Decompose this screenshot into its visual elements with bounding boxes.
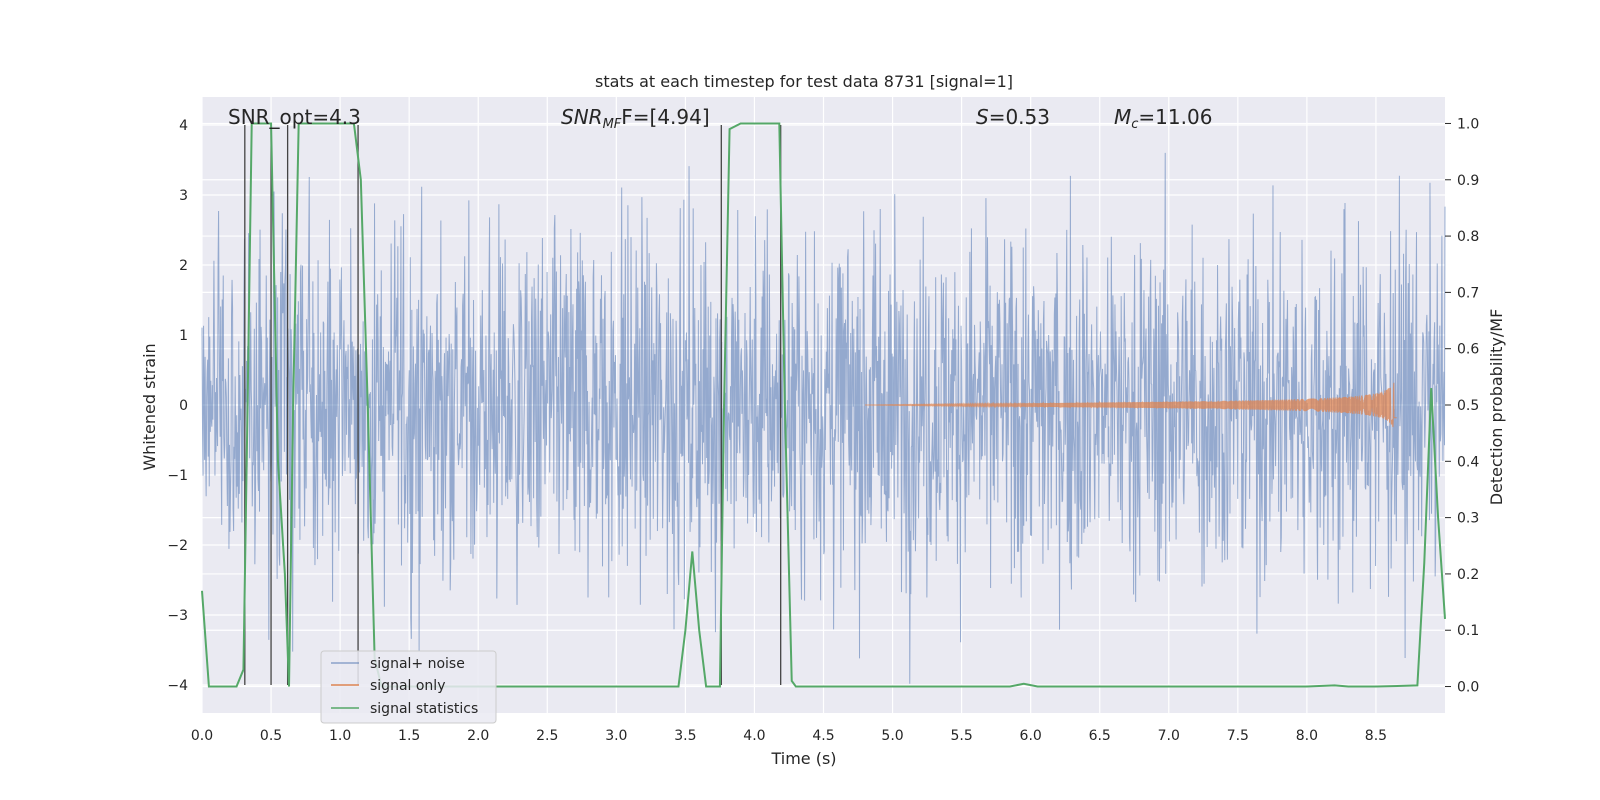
y-tick-label-6: 2 (179, 258, 188, 274)
x-tick-label-4: 2.0 (467, 728, 489, 744)
x-tick-label-8: 4.0 (743, 728, 765, 744)
y2-tick-label-6: 0.6 (1457, 342, 1479, 358)
s-annotation: S=0.53 (976, 105, 1050, 129)
y2-tick-label-9: 0.9 (1457, 173, 1479, 189)
y2-tick-label-7: 0.7 (1457, 285, 1479, 301)
signal-noise-series (201, 152, 1446, 684)
y2-axis-label: Detection probability/MF (1487, 309, 1506, 506)
snr-mf-base: SNR (561, 105, 603, 129)
y-axis-label: Whitened strain (140, 343, 159, 470)
s-base: S (976, 105, 989, 129)
legend-label-stats: signal statistics (370, 701, 478, 717)
x-tick-label-17: 8.5 (1365, 728, 1387, 744)
mc-rest: =11.06 (1138, 105, 1212, 129)
mc-base: M (1114, 105, 1131, 129)
y2-tick-label-3: 0.3 (1457, 511, 1479, 527)
y-tick-label-0: −4 (167, 678, 188, 694)
legend: signal+ noise signal only signal statist… (320, 650, 497, 724)
signal-only-line (864, 382, 1397, 428)
x-tick-label-1: 0.5 (260, 728, 282, 744)
y2-tick-label-8: 0.8 (1457, 229, 1479, 245)
chart-title: stats at each timestep for test data 873… (595, 72, 1013, 91)
x-tick-label-2: 1.0 (329, 728, 351, 744)
x-tick-label-0: 0.0 (191, 728, 213, 744)
signal-statistics-series (201, 122, 1446, 688)
snr-opt-annotation: SNR_opt=4.3 (228, 105, 361, 129)
y-tick-label-5: 1 (179, 328, 188, 344)
x-tick-label-14: 7.0 (1158, 728, 1180, 744)
y-tick-label-7: 3 (179, 188, 188, 204)
legend-box (320, 650, 497, 724)
mc-sub: c (1131, 117, 1138, 132)
y2-tick-label-2: 0.2 (1457, 567, 1479, 583)
signal-only-series (864, 382, 1397, 428)
snr-mf-sub: MF (603, 117, 622, 132)
y-tick-label-3: −1 (167, 468, 188, 484)
x-tick-label-6: 3.0 (605, 728, 627, 744)
y-tick-label-8: 4 (179, 118, 188, 134)
y2-tick-label-1: 0.1 (1457, 623, 1479, 639)
y2-tick-label-0: 0.0 (1457, 680, 1479, 696)
x-tick-label-16: 8.0 (1296, 728, 1318, 744)
x-tick-label-11: 5.5 (950, 728, 972, 744)
x-axis-ticks: 0.0 0.5 1.0 1.5 2.0 2.5 3.0 3.5 4.0 4.5 5.0 5.5 6.0 6… (191, 728, 1387, 744)
y2-tick-label-5: 0.5 (1457, 398, 1479, 414)
x-tick-label-13: 6.5 (1089, 728, 1111, 744)
y-tick-label-2: −2 (167, 538, 188, 554)
x-tick-label-3: 1.5 (398, 728, 420, 744)
x-tick-label-9: 4.5 (812, 728, 834, 744)
x-axis-label: Time (s) (770, 749, 836, 768)
y-tick-label-4: 0 (179, 398, 188, 414)
x-tick-label-15: 7.5 (1227, 728, 1249, 744)
y2-tick-label-4: 0.4 (1457, 454, 1479, 470)
snr-mf-annotation: SNRMFF=[4.94] (561, 105, 710, 132)
s-rest: =0.53 (989, 105, 1050, 129)
legend-label-signal: signal only (370, 678, 445, 694)
y2-tick-label-10: 1.0 (1457, 116, 1479, 132)
snr-mf-rest: F=[4.94] (621, 105, 709, 129)
x-tick-label-12: 6.0 (1020, 728, 1042, 744)
y2-axis-ticks: 0.0 0.1 0.2 0.3 0.4 0.5 0.6 0.7 0.8 0.9 1.0 (1445, 116, 1479, 696)
y-tick-label-1: −3 (167, 608, 188, 624)
signal-statistics-line (201, 122, 1446, 688)
y-axis-ticks: −4 −3 −2 −1 0 1 2 3 4 (167, 118, 188, 694)
x-tick-label-5: 2.5 (536, 728, 558, 744)
signal-noise-line (201, 152, 1446, 684)
mc-annotation: Mc=11.06 (1114, 105, 1212, 132)
x-tick-label-7: 3.5 (674, 728, 696, 744)
legend-label-noise: signal+ noise (370, 656, 465, 672)
x-tick-label-10: 5.0 (881, 728, 903, 744)
